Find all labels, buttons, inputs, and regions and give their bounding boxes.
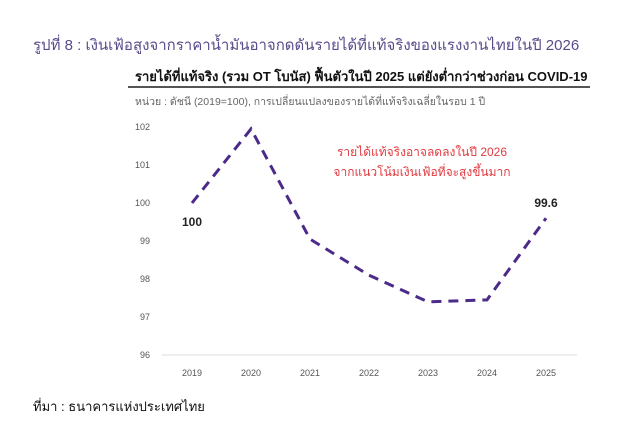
data-label: 99.6 [534, 196, 558, 210]
y-tick-label: 96 [140, 350, 150, 360]
y-tick-label: 98 [140, 274, 150, 284]
y-tick-label: 97 [140, 312, 150, 322]
y-tick-label: 100 [135, 198, 150, 208]
x-tick-label: 2025 [536, 368, 556, 378]
chart-annotation: จากแนวโน้มเงินเฟ้อที่จะสูงขึ้นมาก [333, 163, 510, 180]
chart-annotation: รายได้แท้จริงอาจลดลงในปี 2026 [337, 145, 507, 159]
y-tick-label: 102 [135, 122, 150, 132]
figure-title: รูปที่ 8 : เงินเฟ้อสูงจากราคาน้ำมันอาจกด… [33, 37, 580, 54]
chart-subtitle: หน่วย : ดัชนี (2019=100), การเปลี่ยนแปลง… [135, 96, 486, 108]
source-note: ที่มา : ธนาคารแห่งประเทศไทย [33, 399, 205, 414]
series-line [190, 126, 548, 304]
x-tick-label: 2022 [359, 368, 379, 378]
chart-title: รายได้ที่แท้จริง (รวม OT โบนัส) ฟื้นตัวใ… [135, 69, 588, 84]
title-rule [128, 86, 590, 88]
y-tick-label: 99 [140, 236, 150, 246]
data-label: 100 [182, 215, 202, 229]
y-tick-label: 101 [135, 160, 150, 170]
x-tick-label: 2019 [182, 368, 202, 378]
x-tick-label: 2021 [300, 368, 320, 378]
x-tick-label: 2023 [418, 368, 438, 378]
x-tick-label: 2020 [241, 368, 261, 378]
x-tick-label: 2024 [477, 368, 497, 378]
